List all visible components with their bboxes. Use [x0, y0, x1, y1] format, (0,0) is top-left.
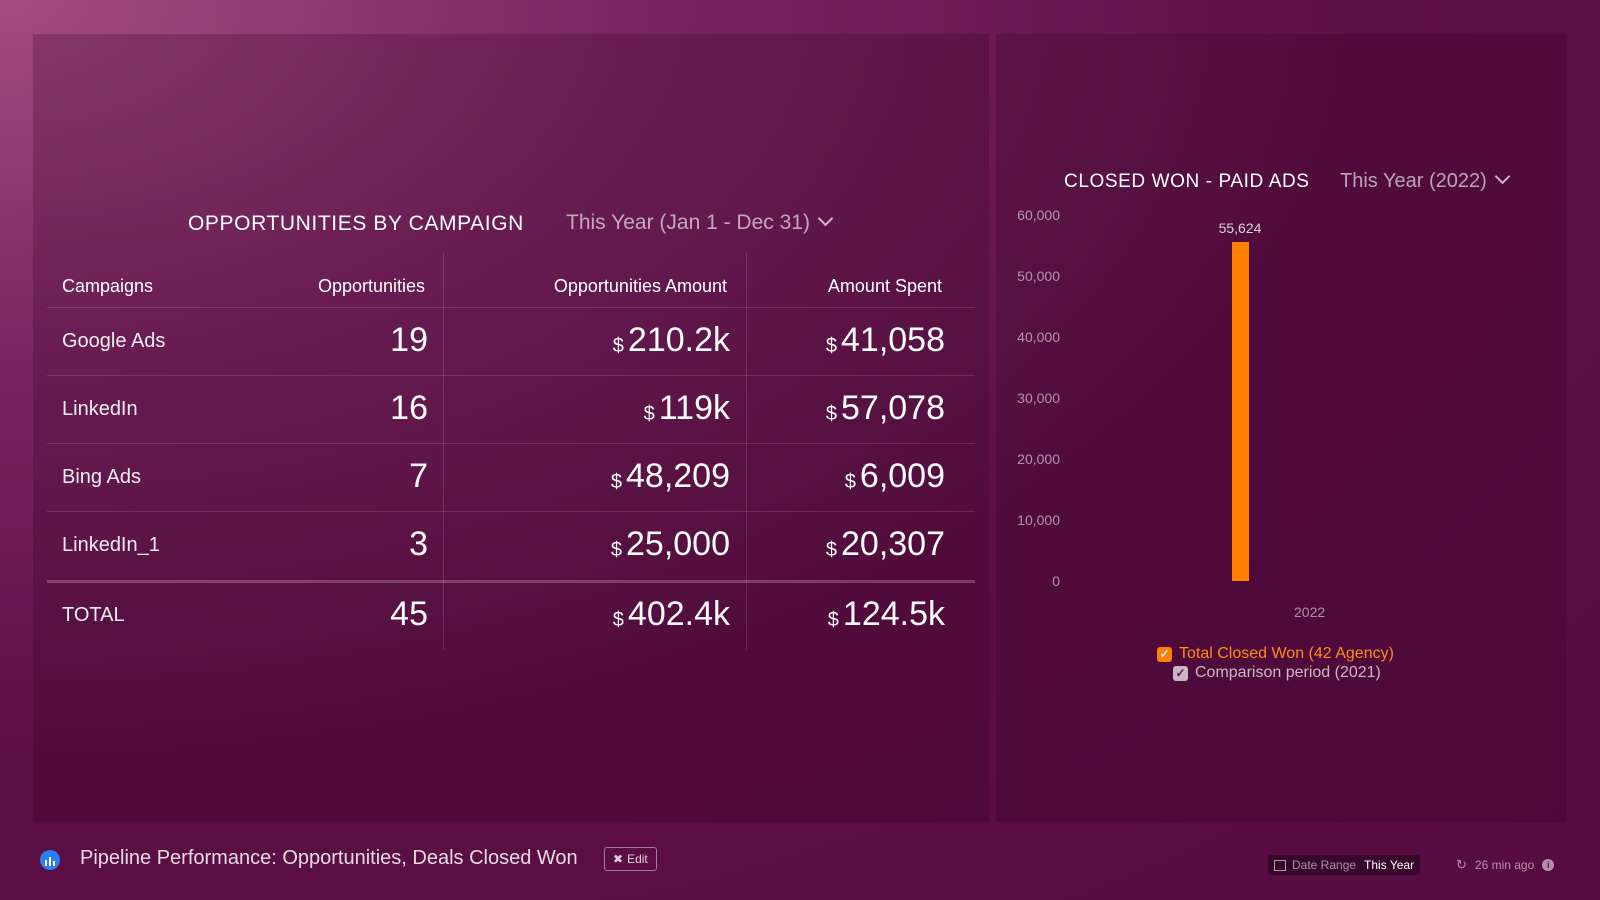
campaign-name: Google Ads [62, 330, 166, 352]
amount-spent: $41,058 [825, 321, 945, 359]
date-range-label: Date Range [1292, 858, 1357, 872]
checkbox-checked-icon[interactable]: ✓ [1157, 646, 1172, 662]
amount-spent: $6,009 [844, 457, 945, 495]
opportunities-count: 16 [390, 389, 428, 427]
campaign-name: Bing Ads [62, 466, 141, 488]
legend-item-total-closed-won[interactable]: ✓ Total Closed Won (42 Agency) [1157, 645, 1394, 663]
total-divider [47, 580, 975, 583]
row-divider [47, 511, 975, 512]
column-header-amount-spent: Amount Spent [827, 276, 942, 296]
chart-date-range-label: This Year (2022) [1340, 170, 1487, 192]
bar-2022[interactable] [1231, 241, 1249, 581]
amount-spent: $57,078 [825, 389, 945, 427]
opportunities-amount: $25,000 [610, 525, 730, 563]
refresh-icon[interactable]: ↻ [1456, 857, 1467, 872]
y-axis-tick-label: 60,000 [1017, 207, 1060, 223]
column-divider [443, 252, 444, 650]
y-axis-tick-label: 30,000 [1017, 390, 1060, 406]
calendar-icon [1274, 859, 1286, 871]
opportunities-amount: $48,209 [610, 457, 730, 495]
column-header-opportunities: Opportunities [317, 276, 425, 296]
closed-won-chart-widget [996, 34, 1567, 822]
column-header-campaigns: Campaigns [62, 276, 154, 296]
x-axis-tick-label: 2022 [1294, 604, 1326, 620]
y-axis-tick-label: 10,000 [1017, 512, 1060, 528]
campaign-name: LinkedIn [62, 398, 138, 420]
total-opportunities: 45 [390, 595, 428, 633]
total-amount-spent: $124.5k [827, 595, 945, 633]
row-divider [47, 443, 975, 444]
total-opportunities-amount: $402.4k [612, 595, 730, 633]
table-widget-title: OPPORTUNITIES BY CAMPAIGN [188, 212, 524, 235]
column-header-opportunities-amount: Opportunities Amount [553, 276, 727, 296]
updated-time: 26 min ago [1474, 858, 1535, 872]
edit-button[interactable]: ✖ Edit [604, 847, 657, 871]
row-divider [47, 375, 975, 376]
dashboard-title: Pipeline Performance: Opportunities, Dea… [80, 847, 578, 869]
legend-label: Total Closed Won (42 Agency) [1179, 645, 1394, 662]
legend-label: Comparison period (2021) [1195, 664, 1381, 681]
opportunities-table-widget [33, 34, 989, 822]
y-axis-tick-label: 40,000 [1017, 329, 1060, 345]
last-updated: ↻ 26 min ago i [1456, 857, 1555, 873]
dashboard-logo-icon [40, 850, 60, 870]
y-axis-tick-label: 20,000 [1017, 451, 1060, 467]
opportunities-count: 3 [409, 525, 428, 563]
chevron-down-icon [1494, 168, 1511, 185]
amount-spent: $20,307 [825, 525, 945, 563]
opportunities-amount: $119k [643, 389, 730, 427]
legend-item-comparison-period[interactable]: ✓ Comparison period (2021) [1173, 664, 1381, 682]
bar-data-label: 55,624 [1218, 219, 1262, 236]
chart-date-range-dropdown[interactable]: This Year (2022) [1340, 168, 1511, 193]
row-divider [47, 307, 975, 308]
y-axis-tick-label: 50,000 [1017, 268, 1060, 284]
edit-icon: ✖ [613, 852, 624, 866]
y-axis-tick-label: 0 [1052, 573, 1060, 589]
column-divider [746, 252, 747, 650]
table-date-range-dropdown[interactable]: This Year (Jan 1 - Dec 31) [566, 210, 834, 235]
checkbox-checked-icon[interactable]: ✓ [1173, 665, 1188, 681]
table-date-range-label: This Year (Jan 1 - Dec 31) [566, 211, 810, 234]
opportunities-count: 19 [390, 321, 428, 359]
chart-widget-title: CLOSED WON - PAID ADS [1064, 171, 1310, 192]
total-label: TOTAL [62, 604, 125, 626]
info-icon[interactable]: i [1542, 859, 1555, 871]
chevron-down-icon [817, 210, 834, 227]
opportunities-amount: $210.2k [612, 321, 730, 359]
campaign-name: LinkedIn_1 [62, 534, 160, 556]
date-range-value: This Year [1364, 858, 1415, 872]
date-range-badge[interactable]: Date Range This Year [1268, 855, 1421, 875]
opportunities-count: 7 [409, 457, 428, 495]
